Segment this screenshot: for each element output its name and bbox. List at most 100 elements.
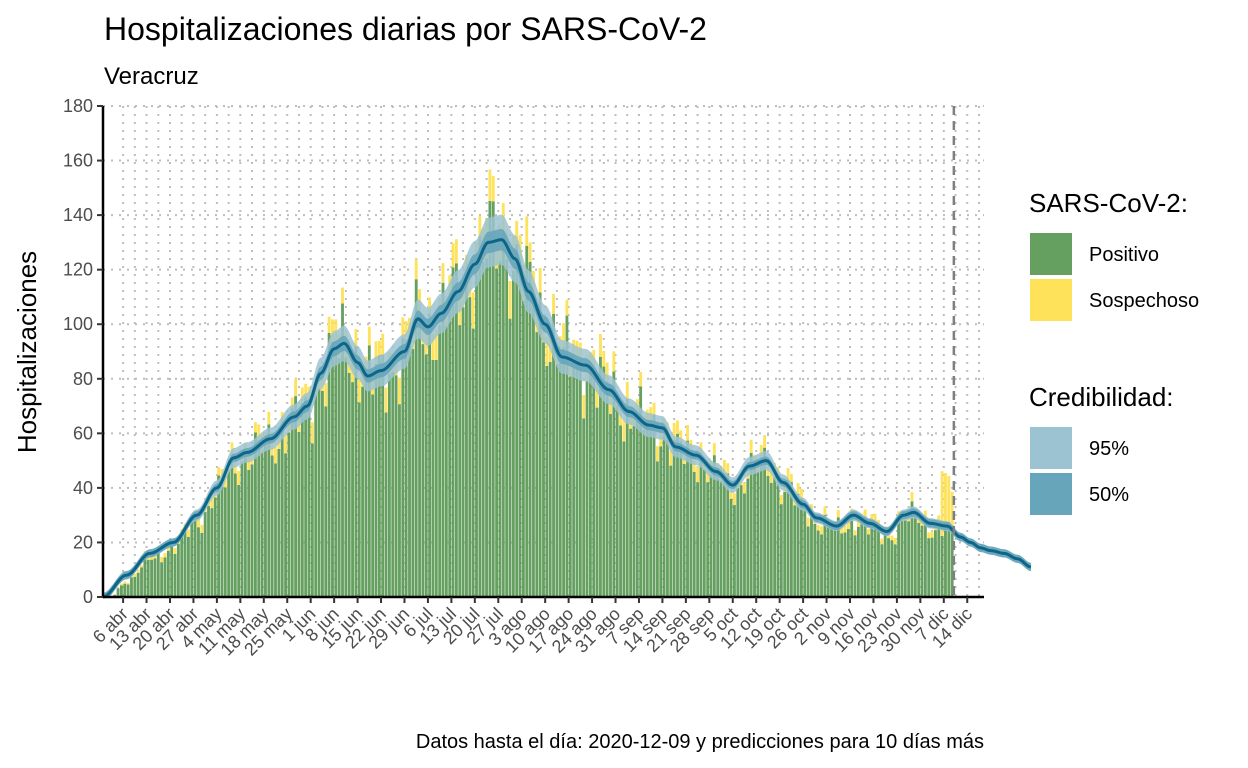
bar-positivo (150, 559, 153, 597)
bar-positivo (391, 371, 395, 597)
bar-sospechoso (253, 422, 257, 433)
bar-positivo (659, 446, 663, 597)
bar-positivo (532, 301, 535, 597)
bar-positivo (136, 572, 140, 597)
bar-sospechoso (367, 326, 371, 346)
bar-positivo (947, 521, 951, 597)
bar-sospechoso (867, 528, 870, 535)
bar-sospechoso (910, 492, 914, 502)
bar-sospechoso (528, 242, 532, 262)
bar-positivo (950, 525, 954, 597)
bar-positivo (572, 365, 576, 597)
bar-positivo (116, 588, 120, 597)
bar-sospechoso (789, 474, 793, 483)
bar-positivo (434, 359, 438, 597)
bar-sospechoso (428, 297, 432, 315)
bar-positivo (230, 454, 234, 597)
y-tick-label: 20 (73, 532, 93, 552)
bar-positivo (923, 518, 927, 597)
bar-sospechoso (471, 292, 475, 329)
bar-positivo (176, 543, 180, 597)
bar-positivo (699, 456, 703, 597)
bar-positivo (542, 342, 545, 597)
bar-positivo (444, 325, 448, 597)
bar-positivo (910, 501, 914, 597)
bar-sospechoso (796, 483, 800, 494)
bar-sospechoso (706, 469, 710, 483)
bar-sospechoso (565, 300, 569, 316)
bar-positivo (887, 538, 890, 597)
bar-sospechoso (153, 555, 157, 559)
bar-sospechoso (863, 509, 867, 517)
bar-sospechoso (431, 333, 435, 360)
bar-sospechoso (377, 340, 381, 356)
bar-sospechoso (210, 497, 214, 509)
bar-positivo (501, 231, 505, 598)
bar-sospechoso (743, 482, 746, 494)
bar-positivo (277, 448, 281, 597)
bar-positivo (649, 424, 653, 597)
bar-sospechoso (853, 530, 857, 536)
bar-sospechoso (414, 259, 418, 280)
bar-positivo (404, 340, 408, 597)
chart-caption: Datos hasta el día: 2020-12-09 y predicc… (416, 731, 984, 753)
bar-positivo (401, 337, 405, 597)
bar-positivo (217, 475, 220, 597)
y-tick-label: 140 (63, 205, 93, 225)
bar-sospechoso (123, 581, 127, 584)
bar-sospechoso (840, 528, 844, 534)
bar-positivo (810, 513, 813, 597)
bar-sospechoso (324, 383, 328, 407)
bar-positivo (796, 493, 800, 597)
bar-positivo (897, 519, 901, 597)
bar-positivo (267, 424, 271, 597)
bar-sospechoso (729, 490, 733, 499)
bar-sospechoso (274, 446, 277, 464)
bar-positivo (250, 464, 254, 597)
bar-positivo (619, 425, 622, 597)
bar-positivo (716, 471, 720, 597)
bar-positivo (130, 577, 133, 597)
bar-positivo (354, 346, 358, 597)
bar-positivo (937, 522, 941, 597)
bar-sospechoso (733, 493, 736, 506)
legend-positivo-label: Positivo (1089, 244, 1159, 266)
bar-positivo (471, 328, 475, 597)
bar-positivo (193, 518, 197, 597)
bar-sospechoso (870, 514, 874, 522)
bar-positivo (592, 367, 596, 597)
bar-positivo (253, 432, 257, 597)
bar-positivo (877, 525, 880, 597)
bar-sospechoso (749, 439, 753, 453)
bar-positivo (180, 534, 184, 597)
bar-sospechoso (950, 491, 954, 526)
bar-sospechoso (696, 466, 700, 483)
bar-positivo (515, 243, 519, 597)
bar-sospechoso (310, 422, 314, 444)
bar-sospechoso (515, 220, 519, 244)
bar-sospechoso (173, 548, 177, 554)
axes (101, 106, 984, 599)
bar-positivo (917, 522, 921, 597)
bar-positivo (320, 390, 324, 597)
bar-sospechoso (257, 424, 261, 440)
bar-positivo (491, 201, 495, 597)
bar-sospechoso (186, 529, 190, 537)
bar-sospechoso (947, 475, 951, 522)
bar-positivo (639, 386, 643, 597)
bar-positivo (880, 544, 884, 597)
bar-positivo (820, 534, 823, 597)
bar-sospechoso (806, 517, 810, 527)
bar-positivo (146, 559, 150, 597)
bar-positivo (334, 346, 338, 597)
bar-sospechoso (655, 446, 659, 462)
bar-positivo (548, 361, 552, 597)
bar-positivo (264, 444, 267, 597)
bar-positivo (615, 405, 619, 597)
y-tick-label: 120 (63, 260, 93, 280)
bar-sospechoso (434, 329, 438, 360)
bar-positivo (160, 562, 164, 597)
bar-sospechoso (846, 520, 850, 530)
credibility-band-50 (103, 228, 1031, 597)
bar-positivo (331, 341, 334, 597)
